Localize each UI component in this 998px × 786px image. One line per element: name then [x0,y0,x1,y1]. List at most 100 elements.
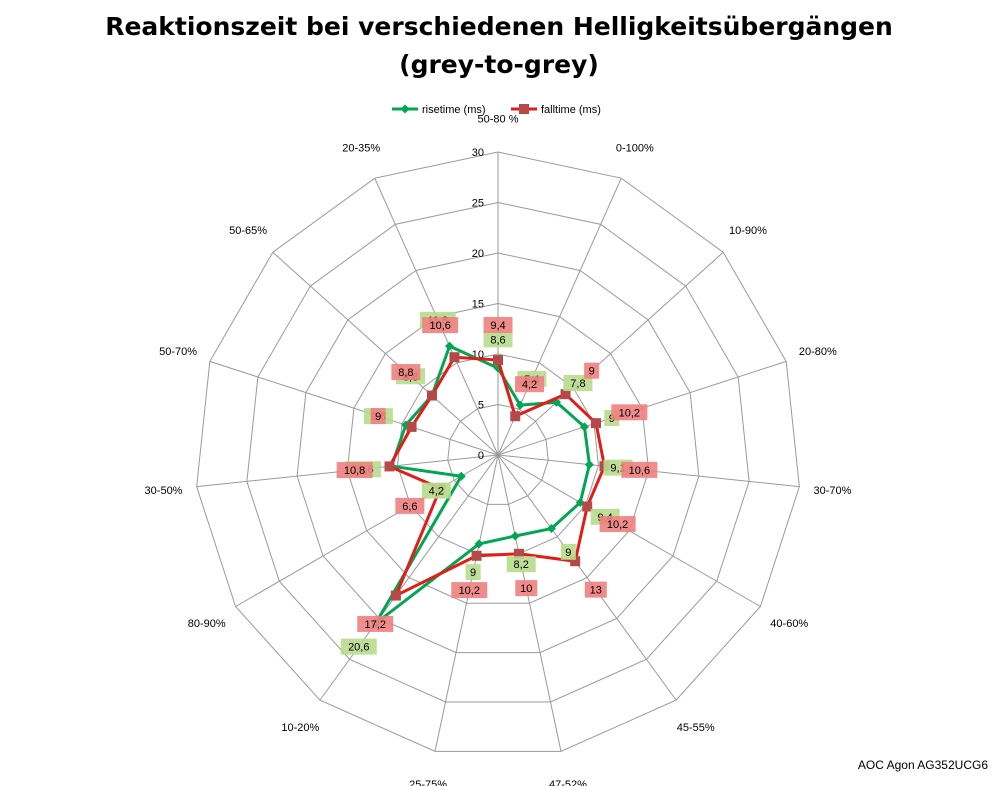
data-label-box-s1-5 [599,516,636,533]
data-label-box-s0-6 [560,543,576,560]
category-label-8: 25-75% [409,779,447,786]
point-s1-8 [471,550,482,561]
data-label-box-s1-11 [336,462,373,479]
legend-label-1: falltime (ms) [541,104,601,116]
data-label-box-s1-4 [621,461,658,478]
category-labels: 50-80 % 0-100% 10-90% 20-80% 30-70% 40-60% 45-… [145,114,852,786]
tick-label-1: 5 [478,400,484,412]
grid-ring-4 [296,252,700,654]
data-label-s1-7: 10 [515,580,538,597]
data-label-s1-9: 17,2 [357,615,394,632]
point-s1-2 [560,389,571,400]
data-label-s1-2: 9 [584,362,600,379]
category-label-2: 10-90% [729,225,767,237]
data-label-s1-4: 10,6 [621,461,658,478]
data-label-box-s1-0 [483,316,513,333]
spoke-9 [319,454,499,701]
data-label-box-s0-2 [563,375,593,392]
point-s0-10 [456,471,466,481]
data-label-text-s0-7: 8,2 [514,559,529,571]
data-label-text-s1-13: 8,8 [398,367,413,379]
point-s1-5 [582,501,593,512]
data-label-box-s1-8 [451,582,488,599]
data-label-s1-3: 10,2 [611,404,648,421]
category-label-7: 47-52% [549,779,587,786]
category-label-11: 30-50% [145,485,183,497]
series-line-0 [374,344,591,625]
spoke-8 [434,454,499,752]
data-label-box-s0-0 [483,331,513,348]
data-label-box-s1-13 [391,364,421,381]
data-label-box-s1-6 [584,581,607,598]
legend: risetime (ms) falltime (ms) [392,104,601,116]
data-label-text-s0-0: 8,6 [490,334,505,346]
category-label-14: 20-35% [342,143,380,155]
point-s1-1 [510,411,521,422]
data-label-s0-8: 9 [465,564,481,581]
data-label-text-s0-6: 9 [565,547,571,559]
point-s0-8 [474,539,484,549]
data-label-s1-11: 10,8 [336,462,373,479]
data-label-s1-6: 13 [584,581,607,598]
point-s0-6 [546,524,556,534]
data-label-text-s1-14: 10,6 [429,320,450,332]
data-label-s1-0: 9,4 [483,316,513,333]
legend-marker-1 [519,104,529,114]
data-label-text-s1-1: 4,2 [522,379,537,391]
point-s0-4 [584,460,594,470]
point-s0-3 [579,422,589,432]
data-label-s1-5: 10,2 [599,516,636,533]
chart-title: Reaktionszeit bei verschiedenen Helligke… [0,8,998,84]
category-label-3: 20-80% [799,346,837,358]
spoke-12 [209,360,499,456]
data-label-text-s1-9: 17,2 [365,619,386,631]
data-label-text-s1-0: 9,4 [490,320,505,332]
data-label-text-s0-2: 7,8 [570,378,585,390]
data-label-text-s1-2: 9 [589,366,595,378]
category-label-13: 50-65% [229,225,267,237]
data-labels-layer: 8,65,47,899,19,498,2920,64,210,69,68,811… [336,311,658,655]
point-s1-14 [449,352,460,363]
spoke-7 [497,454,562,752]
data-label-box-s1-1 [515,376,545,393]
data-label-box-s0-7 [506,556,536,573]
data-label-box-s1-14 [422,317,459,334]
data-label-box-s1-12 [370,408,386,425]
data-label-s0-0: 8,6 [483,331,513,348]
point-s1-3 [590,418,601,429]
category-label-9: 10-20% [281,722,319,734]
legend-item-1: falltime (ms) [511,104,601,116]
data-label-s1-14: 10,6 [422,317,459,334]
data-label-text-s1-7: 10 [520,583,532,595]
data-label-text-s1-12: 9 [375,411,381,423]
spoke-10 [235,454,499,607]
grid-ring-5 [246,201,750,703]
spoke-13 [272,251,499,456]
data-label-s0-7: 8,2 [506,556,536,573]
data-label-text-s0-10: 4,2 [429,486,444,498]
data-label-text-s1-5: 10,2 [607,519,628,531]
data-label-s1-8: 10,2 [451,582,488,599]
tick-label-3: 15 [472,299,484,311]
spoke-6 [497,454,677,701]
category-label-4: 30-70% [814,485,852,497]
data-label-box-s0-9 [340,638,377,655]
data-label-s0-6: 9 [560,543,576,560]
spoke-1 [497,177,622,456]
category-label-6: 45-55% [677,722,715,734]
tick-label-6: 30 [472,147,484,159]
data-label-s1-12: 9 [370,408,386,425]
spoke-2 [497,251,724,456]
grid-ring-3 [346,302,650,604]
legend-item-0: risetime (ms) [392,104,486,116]
point-s1-9 [390,590,401,601]
data-label-s1-13: 8,8 [391,364,421,381]
point-s0-1 [515,400,525,410]
point-s0-7 [510,531,520,541]
point-s1-0 [493,355,503,366]
series-line-1 [388,355,606,598]
point-s1-11 [384,461,395,472]
data-label-box-s0-8 [465,564,481,581]
